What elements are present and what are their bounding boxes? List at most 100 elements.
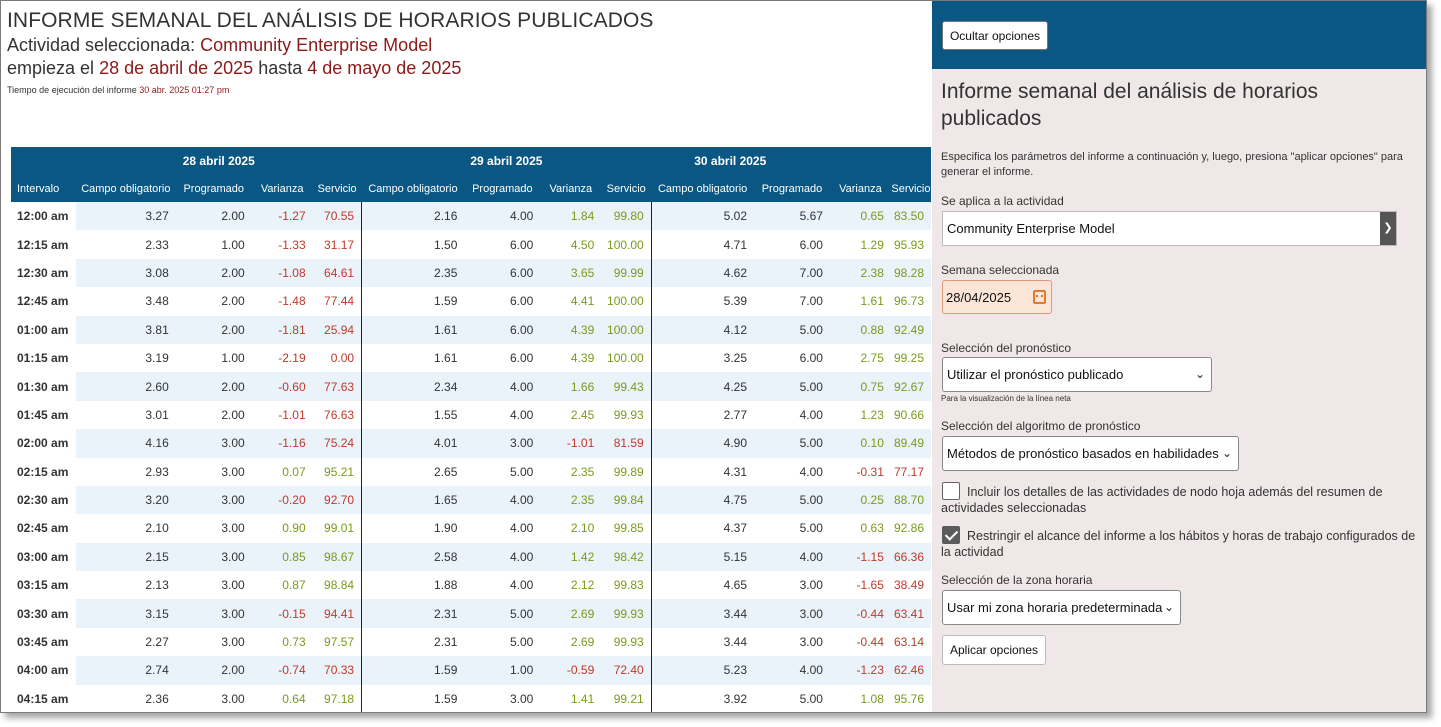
table-cell: 0.25 [829, 485, 891, 515]
table-cell: 5.00 [464, 599, 541, 628]
table-cell: -1.27 [251, 202, 313, 231]
table-cell: -1.01 [251, 400, 313, 430]
table-cell: 1.61 [361, 343, 465, 373]
table-cell: 0.87 [251, 571, 313, 600]
table-cell: 4.37 [650, 514, 755, 543]
forecast-select[interactable]: Utilizar el pronóstico publicado ⌄ [942, 357, 1212, 392]
table-cell: 3.48 [75, 287, 176, 316]
table-cell: 3.00 [175, 571, 252, 600]
table-cell: 6.00 [754, 343, 830, 373]
apply-options-button[interactable]: Aplicar opciones [942, 635, 1046, 665]
table-cell: 2.77 [650, 400, 755, 430]
chevron-down-icon[interactable]: ❯ [1380, 212, 1396, 245]
table-cell: 100.00 [601, 343, 652, 373]
table-cell: 4.31 [650, 457, 755, 486]
table-cell: 100.00 [601, 287, 652, 316]
table-cell: 3.00 [175, 457, 252, 486]
table-cell: 99.83 [601, 571, 652, 600]
interval-cell: 03:00 am [11, 542, 76, 572]
hide-options-button[interactable]: Ocultar opciones [942, 21, 1048, 50]
table-cell: 99.99 [601, 258, 652, 288]
table-cell: 1.59 [361, 656, 465, 685]
table-cell: 100.00 [601, 230, 652, 259]
table-cell: 3.44 [650, 627, 755, 657]
date-header: 30 abril 2025 [651, 147, 931, 175]
table-cell: 4.50 [540, 230, 602, 259]
table-cell: 6.00 [464, 230, 541, 259]
column-header: Campo obligatorio [361, 175, 465, 202]
interval-cell: 04:15 am [11, 684, 76, 712]
table-cell: 77.63 [312, 372, 362, 401]
table-cell: 2.10 [540, 514, 602, 543]
table-cell: 98.67 [312, 542, 362, 572]
table-row: 02:30 am 3.20 3.00 -0.20 92.70 1.65 4.00 2.35 99… [11, 485, 931, 515]
table-cell: 38.49 [890, 571, 931, 600]
activity-prefix: Actividad seleccionada: [7, 35, 201, 55]
table-cell: 99.89 [601, 457, 652, 486]
table-cell: 3.00 [175, 485, 252, 515]
table-cell: 97.18 [312, 684, 362, 712]
table-cell: 96.73 [890, 287, 931, 316]
table-cell: 2.16 [361, 202, 465, 231]
table-cell: 2.31 [361, 627, 465, 657]
table-cell: 1.50 [361, 230, 465, 259]
date-header: 29 abril 2025 [361, 147, 652, 175]
week-date-value: 28/04/2025 [946, 290, 1012, 305]
timezone-select[interactable]: Usar mi zona horaria predeterminada ⌄ [942, 590, 1181, 625]
column-header: Campo obligatorio [651, 175, 755, 202]
table-cell: 5.00 [754, 315, 830, 344]
table-cell: 72.40 [601, 656, 652, 685]
table-cell: 2.00 [175, 202, 252, 231]
chevron-down-icon: ⌄ [1163, 600, 1174, 614]
restrict-scope-label: Restringir el alcance del informe a los … [941, 529, 1416, 559]
table-cell: -0.20 [251, 485, 313, 515]
table-cell: 100.00 [601, 315, 652, 344]
schedule-table: 28 abril 2025 29 abril 2025 30 abril 202… [11, 147, 931, 712]
table-cell: 2.38 [829, 258, 891, 288]
column-header: Servicio [312, 175, 362, 202]
calendar-icon[interactable] [1033, 290, 1046, 304]
table-cell: 3.20 [75, 485, 176, 515]
table-cell: 2.15 [75, 542, 176, 572]
table-cell: 1.00 [175, 343, 252, 373]
table-cell: 3.00 [464, 684, 541, 712]
table-row: 01:00 am 3.81 2.00 -1.81 25.94 1.61 6.00 4.39 10… [11, 315, 931, 344]
column-header-row: Intervalo Campo obligatorio Programado V… [11, 175, 931, 202]
table-cell: 77.44 [312, 287, 362, 316]
table-cell: 99.25 [890, 343, 931, 373]
date-header: 28 abril 2025 [75, 147, 362, 175]
activity-select[interactable]: Community Enterprise Model ❯ [942, 211, 1397, 246]
table-cell: 3.00 [464, 429, 541, 458]
table-cell: 70.55 [312, 202, 362, 231]
table-cell: 6.00 [464, 343, 541, 373]
table-cell: 5.00 [754, 684, 830, 712]
table-cell: 1.23 [829, 400, 891, 430]
table-cell: 99.21 [601, 684, 652, 712]
table-cell: 81.59 [601, 429, 652, 458]
restrict-scope-checkbox[interactable] [942, 526, 960, 544]
table-cell: 1.84 [540, 202, 602, 231]
table-cell: 1.41 [540, 684, 602, 712]
table-cell: 70.33 [312, 656, 362, 685]
table-row: 03:30 am 3.15 3.00 -0.15 94.41 2.31 5.00 2.69 99… [11, 599, 931, 628]
include-details-checkbox[interactable] [942, 482, 960, 500]
table-cell: 2.00 [175, 656, 252, 685]
table-cell: -1.01 [540, 429, 602, 458]
table-cell: 2.35 [540, 457, 602, 486]
forecast-hint: Para la visualización de la línea neta [941, 394, 1071, 403]
date-header-spacer [11, 147, 76, 175]
table-row: 02:15 am 2.93 3.00 0.07 95.21 2.65 5.00 2.35 99.… [11, 457, 931, 486]
table-row: 02:00 am 4.16 3.00 -1.16 75.24 4.01 3.00 -1.01 8… [11, 429, 931, 458]
table-cell: 4.65 [650, 571, 755, 600]
algorithm-select[interactable]: Métodos de pronóstico basados en habilid… [942, 436, 1239, 471]
table-cell: -1.08 [251, 258, 313, 288]
table-cell: 5.00 [754, 485, 830, 515]
table-cell: 3.00 [754, 599, 830, 628]
column-header: Programado [464, 175, 541, 202]
week-date-input[interactable]: 28/04/2025 [942, 280, 1052, 314]
table-cell: 3.25 [650, 343, 755, 373]
column-header: Campo obligatorio [75, 175, 176, 202]
activity-select-value: Community Enterprise Model [947, 221, 1115, 236]
table-cell: -1.15 [829, 542, 891, 572]
table-cell: 3.00 [175, 514, 252, 543]
